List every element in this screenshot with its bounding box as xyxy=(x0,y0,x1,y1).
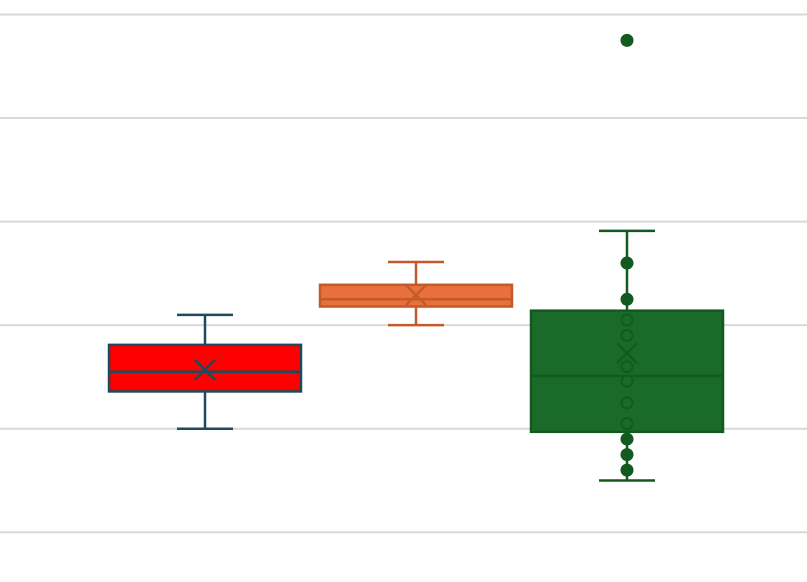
mean-marker xyxy=(616,342,638,365)
data-point xyxy=(620,417,634,431)
data-point xyxy=(620,329,634,343)
outlier-point xyxy=(620,33,634,47)
data-point xyxy=(620,396,634,410)
data-point xyxy=(620,360,634,374)
data-point xyxy=(620,256,634,270)
data-point xyxy=(620,463,634,477)
data-point xyxy=(620,292,634,306)
mean-marker xyxy=(405,284,427,307)
data-point xyxy=(620,432,634,446)
data-point xyxy=(620,448,634,462)
mean-marker xyxy=(194,358,216,381)
data-point xyxy=(620,374,634,388)
data-point xyxy=(620,313,634,327)
